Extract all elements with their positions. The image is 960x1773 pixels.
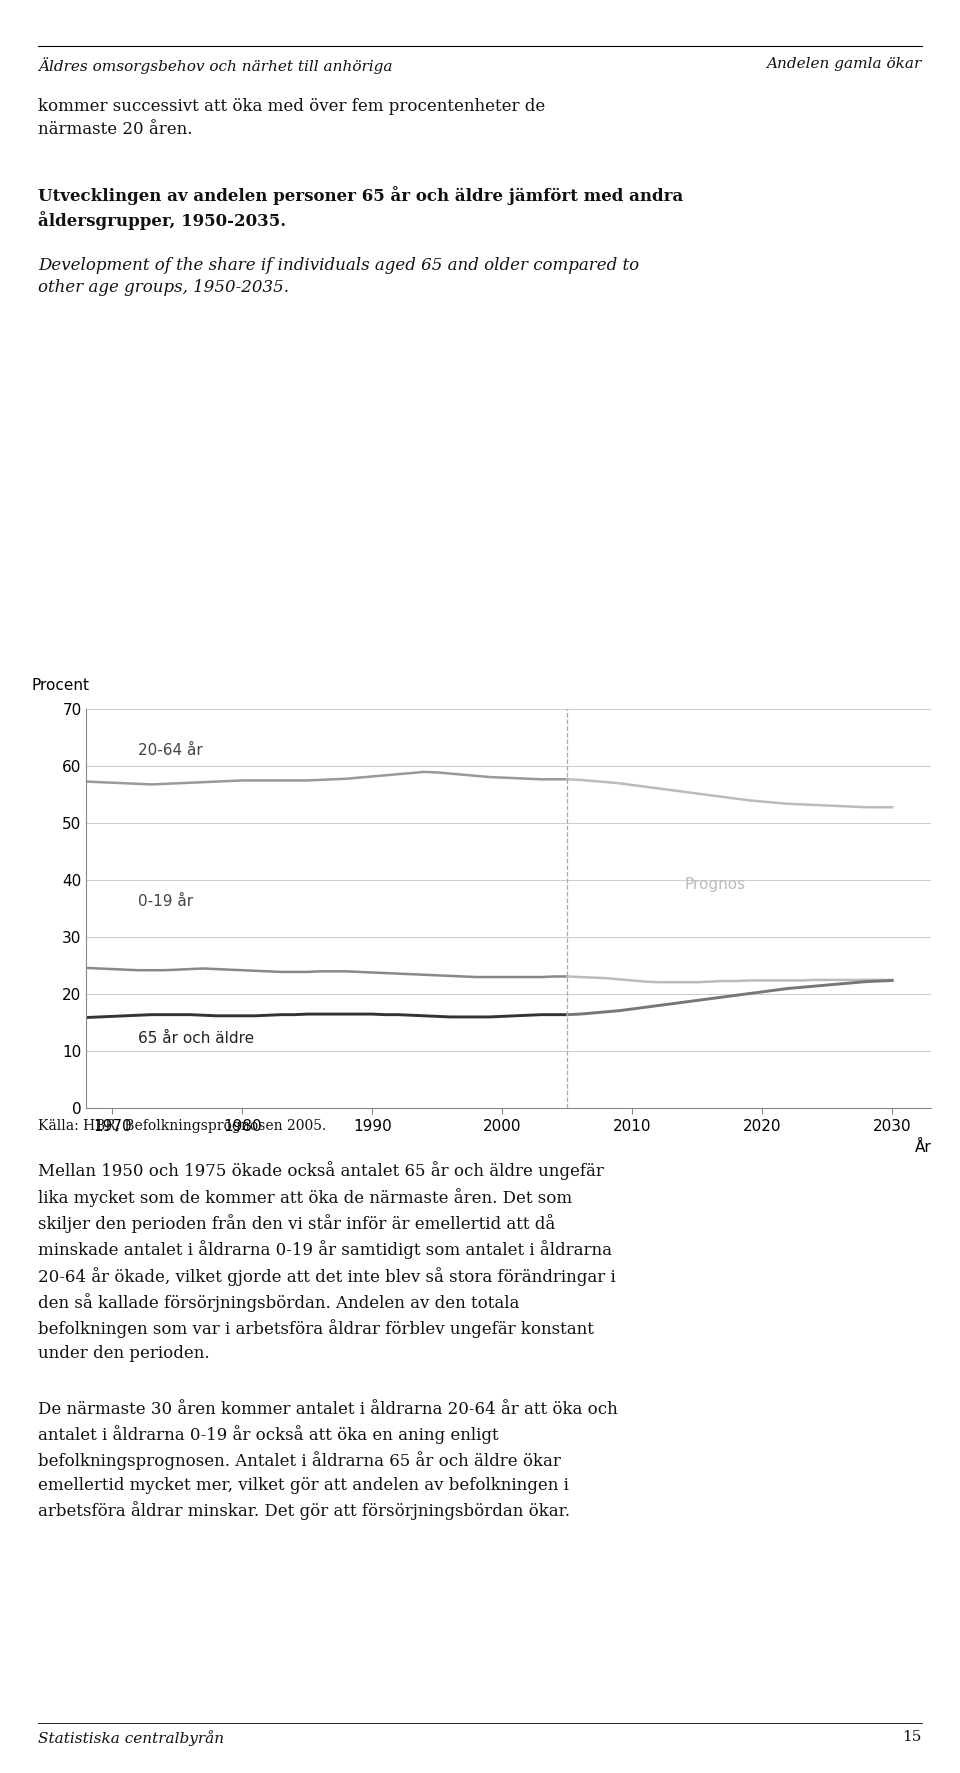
- Text: 0-19 år: 0-19 år: [138, 894, 194, 910]
- Text: Andelen gamla ökar: Andelen gamla ökar: [766, 57, 922, 71]
- Text: De närmaste 30 åren kommer antalet i åldrarna 20-64 år att öka och
antalet i åld: De närmaste 30 åren kommer antalet i åld…: [38, 1401, 618, 1519]
- Text: Development of the share if individuals aged 65 and older compared to
other age : Development of the share if individuals …: [38, 257, 639, 296]
- Text: Statistiska centralbyrån: Statistiska centralbyrån: [38, 1730, 225, 1746]
- Text: 65 år och äldre: 65 år och äldre: [138, 1030, 254, 1046]
- Text: 20-64 år: 20-64 år: [138, 743, 204, 757]
- Text: kommer successivt att öka med över fem procentenheter de
närmaste 20 åren.: kommer successivt att öka med över fem p…: [38, 98, 545, 138]
- Text: År: År: [915, 1140, 931, 1154]
- Text: Utvecklingen av andelen personer 65 år och äldre jämfört med andra
åldersgrupper: Utvecklingen av andelen personer 65 år o…: [38, 186, 684, 230]
- Text: Prognos: Prognos: [684, 876, 745, 892]
- Text: Källa: HBR, Befolkningsprognosen 2005.: Källa: HBR, Befolkningsprognosen 2005.: [38, 1119, 326, 1133]
- Text: Mellan 1950 och 1975 ökade också antalet 65 år och äldre ungefär
lika mycket som: Mellan 1950 och 1975 ökade också antalet…: [38, 1161, 616, 1362]
- Text: Äldres omsorgsbehov och närhet till anhöriga: Äldres omsorgsbehov och närhet till anhö…: [38, 57, 393, 74]
- Text: 15: 15: [902, 1730, 922, 1745]
- Text: Procent: Procent: [32, 679, 89, 693]
